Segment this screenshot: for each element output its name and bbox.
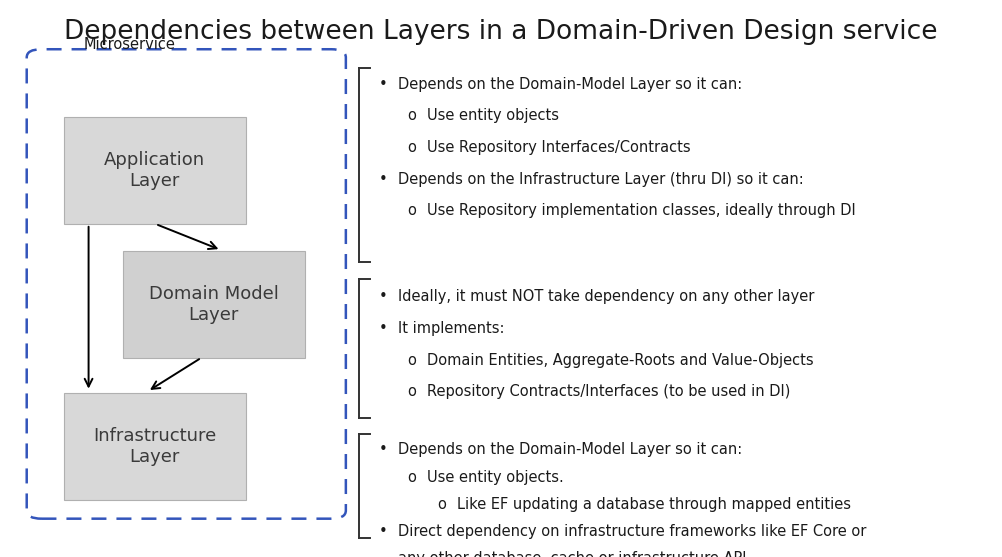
- Text: o: o: [408, 384, 417, 399]
- Text: Dependencies between Layers in a Domain-Driven Design service: Dependencies between Layers in a Domain-…: [64, 19, 938, 45]
- Text: Use entity objects.: Use entity objects.: [428, 470, 564, 485]
- Text: •: •: [378, 524, 387, 539]
- Text: o: o: [408, 470, 417, 485]
- Text: any other database, cache or infrastructure API: any other database, cache or infrastruct…: [398, 551, 746, 557]
- Text: Use Repository implementation classes, ideally through DI: Use Repository implementation classes, i…: [428, 203, 856, 218]
- Text: o: o: [408, 353, 417, 368]
- Text: Depends on the Domain-Model Layer so it can:: Depends on the Domain-Model Layer so it …: [398, 442, 742, 457]
- Text: Microservice: Microservice: [83, 37, 175, 52]
- Text: It implements:: It implements:: [398, 321, 504, 336]
- Text: Like EF updating a database through mapped entities: Like EF updating a database through mapp…: [457, 497, 851, 512]
- Text: Ideally, it must NOT take dependency on any other layer: Ideally, it must NOT take dependency on …: [398, 290, 815, 305]
- Text: o: o: [408, 203, 417, 218]
- Text: Direct dependency on infrastructure frameworks like EF Core or: Direct dependency on infrastructure fram…: [398, 524, 867, 539]
- Text: •: •: [378, 321, 387, 336]
- Text: Depends on the Infrastructure Layer (thru DI) so it can:: Depends on the Infrastructure Layer (thr…: [398, 172, 804, 187]
- Text: Domain Entities, Aggregate-Roots and Value-Objects: Domain Entities, Aggregate-Roots and Val…: [428, 353, 814, 368]
- Text: o: o: [437, 497, 446, 512]
- Text: o: o: [408, 108, 417, 123]
- Text: Use entity objects: Use entity objects: [428, 108, 559, 123]
- FancyBboxPatch shape: [123, 251, 305, 358]
- Text: Repository Contracts/Interfaces (to be used in DI): Repository Contracts/Interfaces (to be u…: [428, 384, 791, 399]
- Text: •: •: [378, 442, 387, 457]
- Text: Use Repository Interfaces/Contracts: Use Repository Interfaces/Contracts: [428, 140, 691, 155]
- Text: •: •: [378, 290, 387, 305]
- Text: Depends on the Domain-Model Layer so it can:: Depends on the Domain-Model Layer so it …: [398, 76, 742, 91]
- Text: •: •: [378, 76, 387, 91]
- FancyBboxPatch shape: [64, 118, 245, 224]
- FancyBboxPatch shape: [64, 393, 245, 500]
- Text: Infrastructure
Layer: Infrastructure Layer: [93, 427, 216, 466]
- Text: o: o: [408, 140, 417, 155]
- Text: Application
Layer: Application Layer: [104, 152, 205, 190]
- Text: •: •: [378, 172, 387, 187]
- Text: Domain Model
Layer: Domain Model Layer: [149, 285, 279, 324]
